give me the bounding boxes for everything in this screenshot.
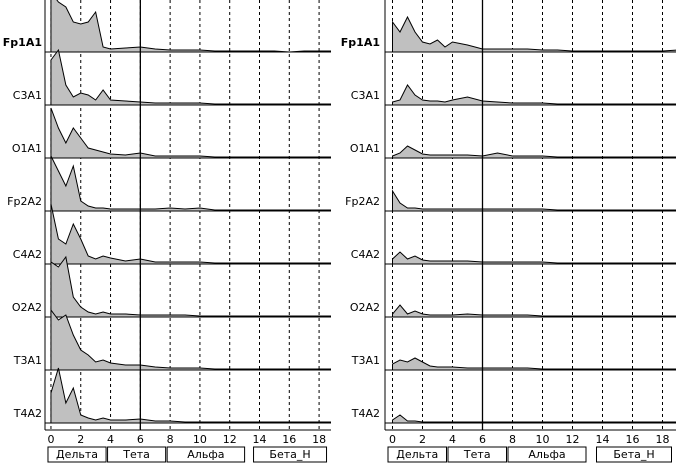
band-label: Бета_Н (613, 448, 654, 461)
x-tick-label: 4 (107, 433, 114, 446)
x-tick-label: 6 (479, 433, 486, 446)
spectrum-area (392, 84, 676, 106)
channel-label: T3A1 (351, 354, 380, 367)
channel-label: T4A2 (13, 407, 42, 420)
x-tick-label: 2 (77, 433, 84, 446)
channel-label: C4A2 (351, 248, 380, 261)
band-box (447, 446, 507, 463)
spectrum-area (50, 203, 331, 265)
band-box (387, 446, 447, 463)
channel-label: Fp1A1 (341, 36, 380, 49)
x-tick-label: 2 (419, 433, 426, 446)
x-tick-label: 14 (596, 433, 610, 446)
spectrum-area (392, 357, 676, 371)
channel-label: O2A2 (12, 301, 42, 314)
band-label: Альфа (528, 448, 565, 461)
channel-label: T3A1 (13, 354, 42, 367)
band-label: Бета_Н (269, 448, 310, 461)
x-tick-label: 6 (137, 433, 144, 446)
spectrum-area (50, 367, 331, 424)
spectrum-area (392, 414, 676, 424)
spectrum-area (392, 145, 676, 159)
plot-area (385, 0, 676, 430)
x-tick-label: 16 (626, 433, 640, 446)
channel-label: C4A2 (13, 248, 42, 261)
x-tick-label: 8 (167, 433, 174, 446)
x-tick-label: 10 (193, 433, 207, 446)
band-label: Тета (463, 448, 491, 461)
band-label: Тета (122, 448, 150, 461)
spectrum-area (392, 304, 676, 318)
x-tick-label: 8 (509, 433, 516, 446)
x-tick-label: 4 (449, 433, 456, 446)
spectrum-area (50, 0, 331, 53)
band-box (107, 446, 167, 463)
channel-label: C3A1 (13, 89, 42, 102)
band-label: Альфа (187, 448, 224, 461)
x-tick-label: 16 (282, 433, 296, 446)
channel-label: Fp1A1 (3, 36, 42, 49)
plot-area (45, 0, 331, 430)
channel-label: O1A1 (12, 142, 42, 155)
channel-label: Fp2A2 (345, 195, 380, 208)
x-tick-label: 18 (656, 433, 670, 446)
spectrum-area (50, 48, 331, 106)
spectrum-area (392, 251, 676, 265)
band-box (596, 446, 672, 463)
x-tick-label: 12 (566, 433, 580, 446)
channel-label: T4A2 (351, 407, 380, 420)
band-box (166, 446, 246, 463)
x-tick-label: 0 (47, 433, 54, 446)
band-label: Дельта (56, 448, 98, 461)
spectrum-area (392, 15, 676, 53)
channel-label: O1A1 (350, 142, 380, 155)
channel-label: C3A1 (351, 89, 380, 102)
channel-label: O2A2 (350, 301, 380, 314)
x-tick-label: 12 (223, 433, 237, 446)
spectrum-area (392, 189, 676, 212)
x-tick-label: 0 (389, 433, 396, 446)
band-label: Дельта (396, 448, 438, 461)
band-box (507, 446, 587, 463)
spectrum-area (50, 155, 331, 212)
channel-label: Fp2A2 (7, 195, 42, 208)
spectrum-area (50, 255, 331, 318)
spectrum-area (50, 107, 331, 159)
x-tick-label: 18 (312, 433, 326, 446)
x-tick-label: 14 (253, 433, 267, 446)
band-box (47, 446, 107, 463)
spectrum-area (50, 308, 331, 371)
x-tick-label: 10 (536, 433, 550, 446)
band-box (253, 446, 328, 463)
